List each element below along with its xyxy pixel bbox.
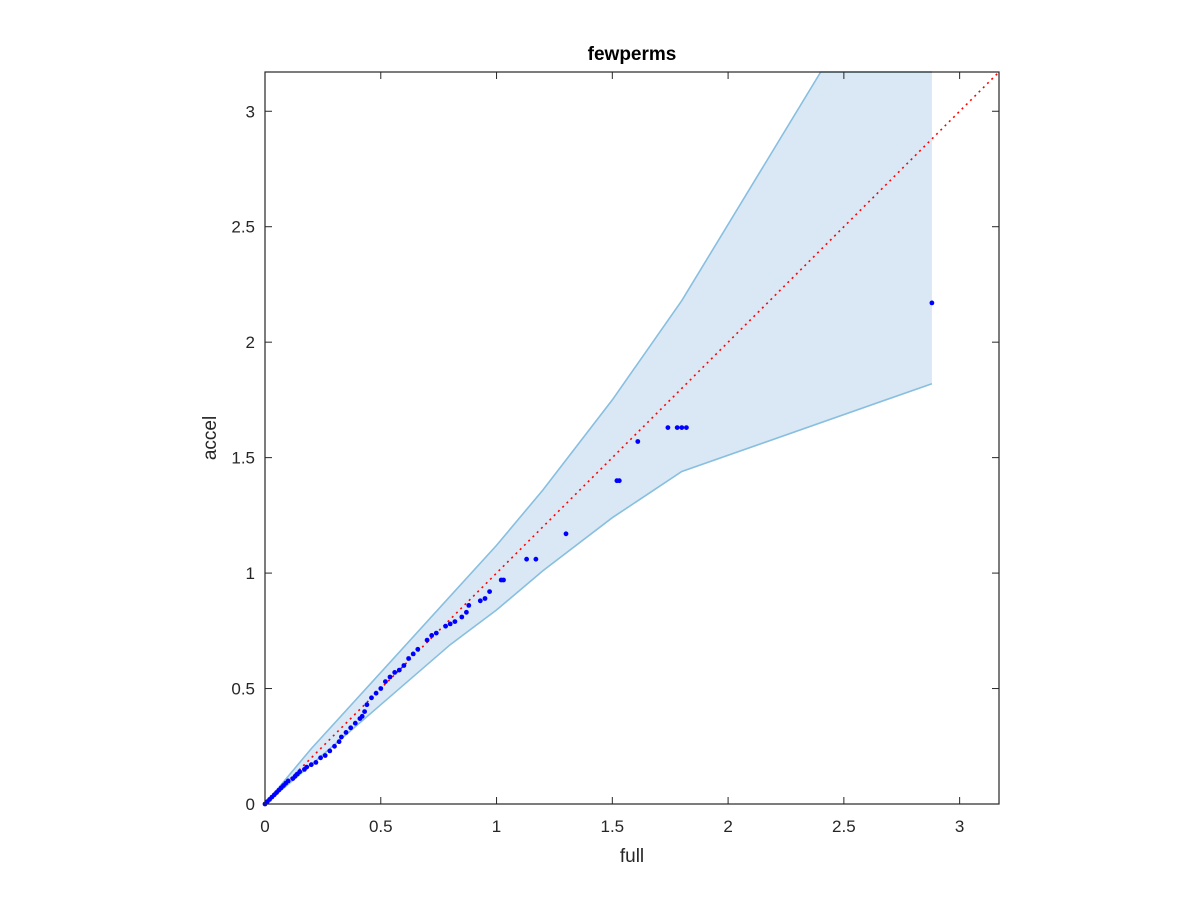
axes-box [264,71,1000,805]
data-point [424,637,430,643]
data-point [452,619,458,624]
data-point [392,670,398,675]
data-point [482,596,488,601]
data-point [635,439,641,444]
data-point [616,478,622,484]
data-point [359,713,365,719]
data-point [332,743,337,749]
data-point [459,614,465,620]
y-tick-label: 3 [246,102,255,121]
data-point [396,667,402,673]
data-point [297,769,303,775]
y-tick-label: 0 [246,795,255,814]
data-point [285,778,291,784]
y-tick-label: 1 [246,564,255,583]
data-point [327,748,333,754]
y-tick-label: 0.5 [231,680,255,699]
x-tick-label: 2.5 [832,817,856,836]
data-point [401,663,407,668]
data-point [464,609,469,615]
x-tick-label: 2 [723,817,732,836]
data-point [443,623,448,629]
data-point [387,674,393,680]
data-point [352,720,358,726]
data-point [308,762,314,768]
data-point [684,425,689,430]
data-point [533,556,539,562]
band-upper-edge [264,71,932,805]
x-tick-label: 0 [260,817,269,836]
x-axis-label: full [620,846,644,867]
data-point [362,709,367,714]
data-point [415,646,421,652]
confidence-band [265,72,932,804]
data-point [679,425,685,430]
data-point [318,755,323,761]
data-point [369,695,374,701]
data-point [364,702,370,708]
data-point [336,739,342,745]
data-point [665,425,671,430]
data-point [447,621,453,627]
x-tick-label: 3 [955,817,964,836]
data-point [487,589,492,594]
axes: 0 0.5 1 1.5 2 2.5 3 0 0.5 1 1.5 2 2.5 3 [231,71,1000,836]
data-point [563,531,569,537]
x-tick-label: 0.5 [369,817,393,836]
data-point [524,556,529,562]
y-tick-label: 2.5 [231,218,255,237]
y-tick-label: 2 [246,333,255,352]
data-point [313,760,319,765]
chart-title: fewperms [588,44,677,65]
data-point [466,603,472,608]
data-point [410,651,416,657]
data-point [477,598,483,604]
data-point [343,730,349,735]
x-tick-label: 1 [492,817,501,836]
data-point [674,425,680,430]
data-point [373,690,379,696]
data-point [304,764,310,770]
data-point [433,630,439,636]
plot-area [262,71,1000,807]
x-tick-label: 1.5 [600,817,624,836]
y-tick-label: 1.5 [231,449,255,468]
data-point [929,300,935,306]
data-point [348,725,354,731]
data-point [339,734,344,740]
data-point [322,753,328,758]
data-point [406,656,411,661]
data-point [383,679,388,684]
y-axis-label: accel [200,416,221,460]
data-point [501,577,506,583]
data-point [429,633,435,638]
data-point [378,686,384,691]
